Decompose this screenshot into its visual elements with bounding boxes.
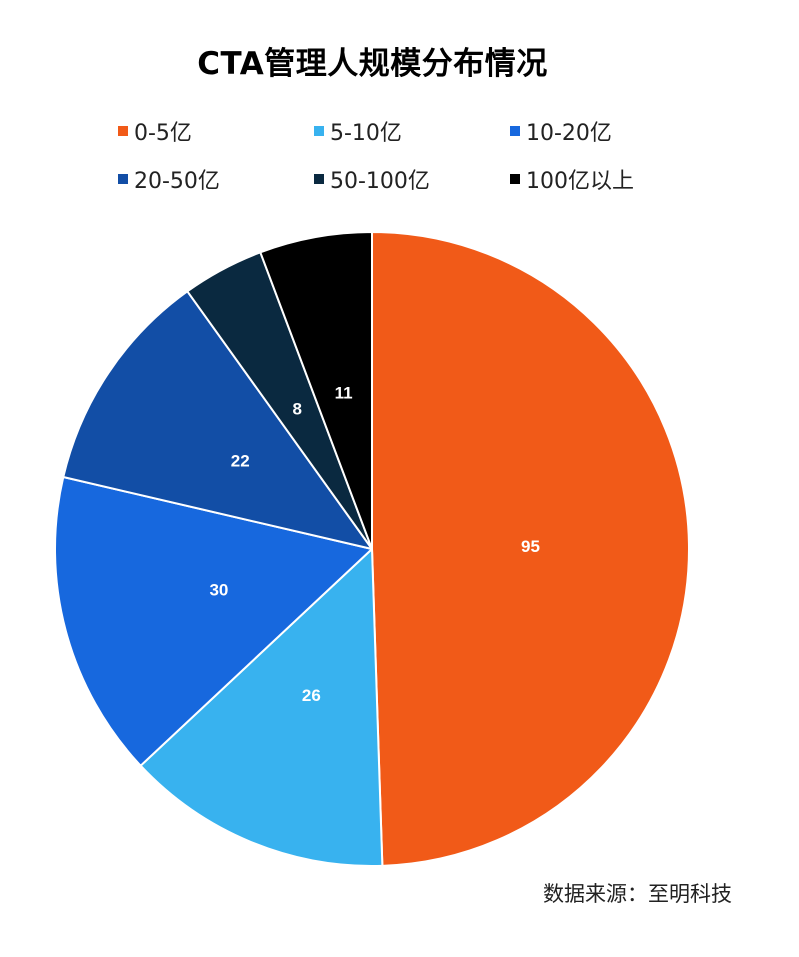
- legend-label: 10-20亿: [526, 121, 612, 146]
- legend-label: 0-5亿: [134, 121, 192, 146]
- pie-slice-0: [371, 231, 690, 867]
- pie-slice-1: [139, 548, 384, 867]
- slice-data-label-2: 30: [209, 581, 228, 600]
- legend-label: 100亿以上: [526, 169, 634, 194]
- legend-swatch: [510, 174, 520, 184]
- legend-swatch: [118, 126, 128, 136]
- legend-item-0-5: 0-5亿: [118, 118, 314, 146]
- pie-slice-3: [62, 290, 373, 550]
- legend-item-5-10: 5-10亿: [314, 118, 510, 146]
- slice-data-label-0: 95: [521, 537, 540, 556]
- legend-label: 20-50亿: [134, 169, 220, 194]
- legend-item-20-50: 20-50亿: [118, 166, 314, 194]
- pie-slice-2: [54, 476, 373, 767]
- legend-swatch: [314, 126, 324, 136]
- legend-swatch: [314, 174, 324, 184]
- chart-title: CTA管理人规模分布情况: [197, 46, 548, 82]
- legend-label: 5-10亿: [330, 121, 402, 146]
- legend-swatch: [510, 126, 520, 136]
- source-note: 数据来源：至明科技: [543, 882, 732, 906]
- slice-data-label-3: 22: [231, 451, 250, 470]
- legend-item-100-plus: 100亿以上: [510, 166, 706, 194]
- legend-item-10-20: 10-20亿: [510, 118, 706, 146]
- slice-data-label-5: 11: [335, 384, 353, 403]
- legend-label: 50-100亿: [330, 169, 430, 194]
- pie-slice-5: [259, 231, 373, 550]
- slice-data-label-1: 26: [302, 686, 321, 705]
- slice-data-label-4: 8: [293, 400, 302, 419]
- legend-swatch: [118, 174, 128, 184]
- legend: 0-5亿 5-10亿 10-20亿 20-50亿 50-100亿 100亿以上: [118, 118, 718, 194]
- legend-item-50-100: 50-100亿: [314, 166, 510, 194]
